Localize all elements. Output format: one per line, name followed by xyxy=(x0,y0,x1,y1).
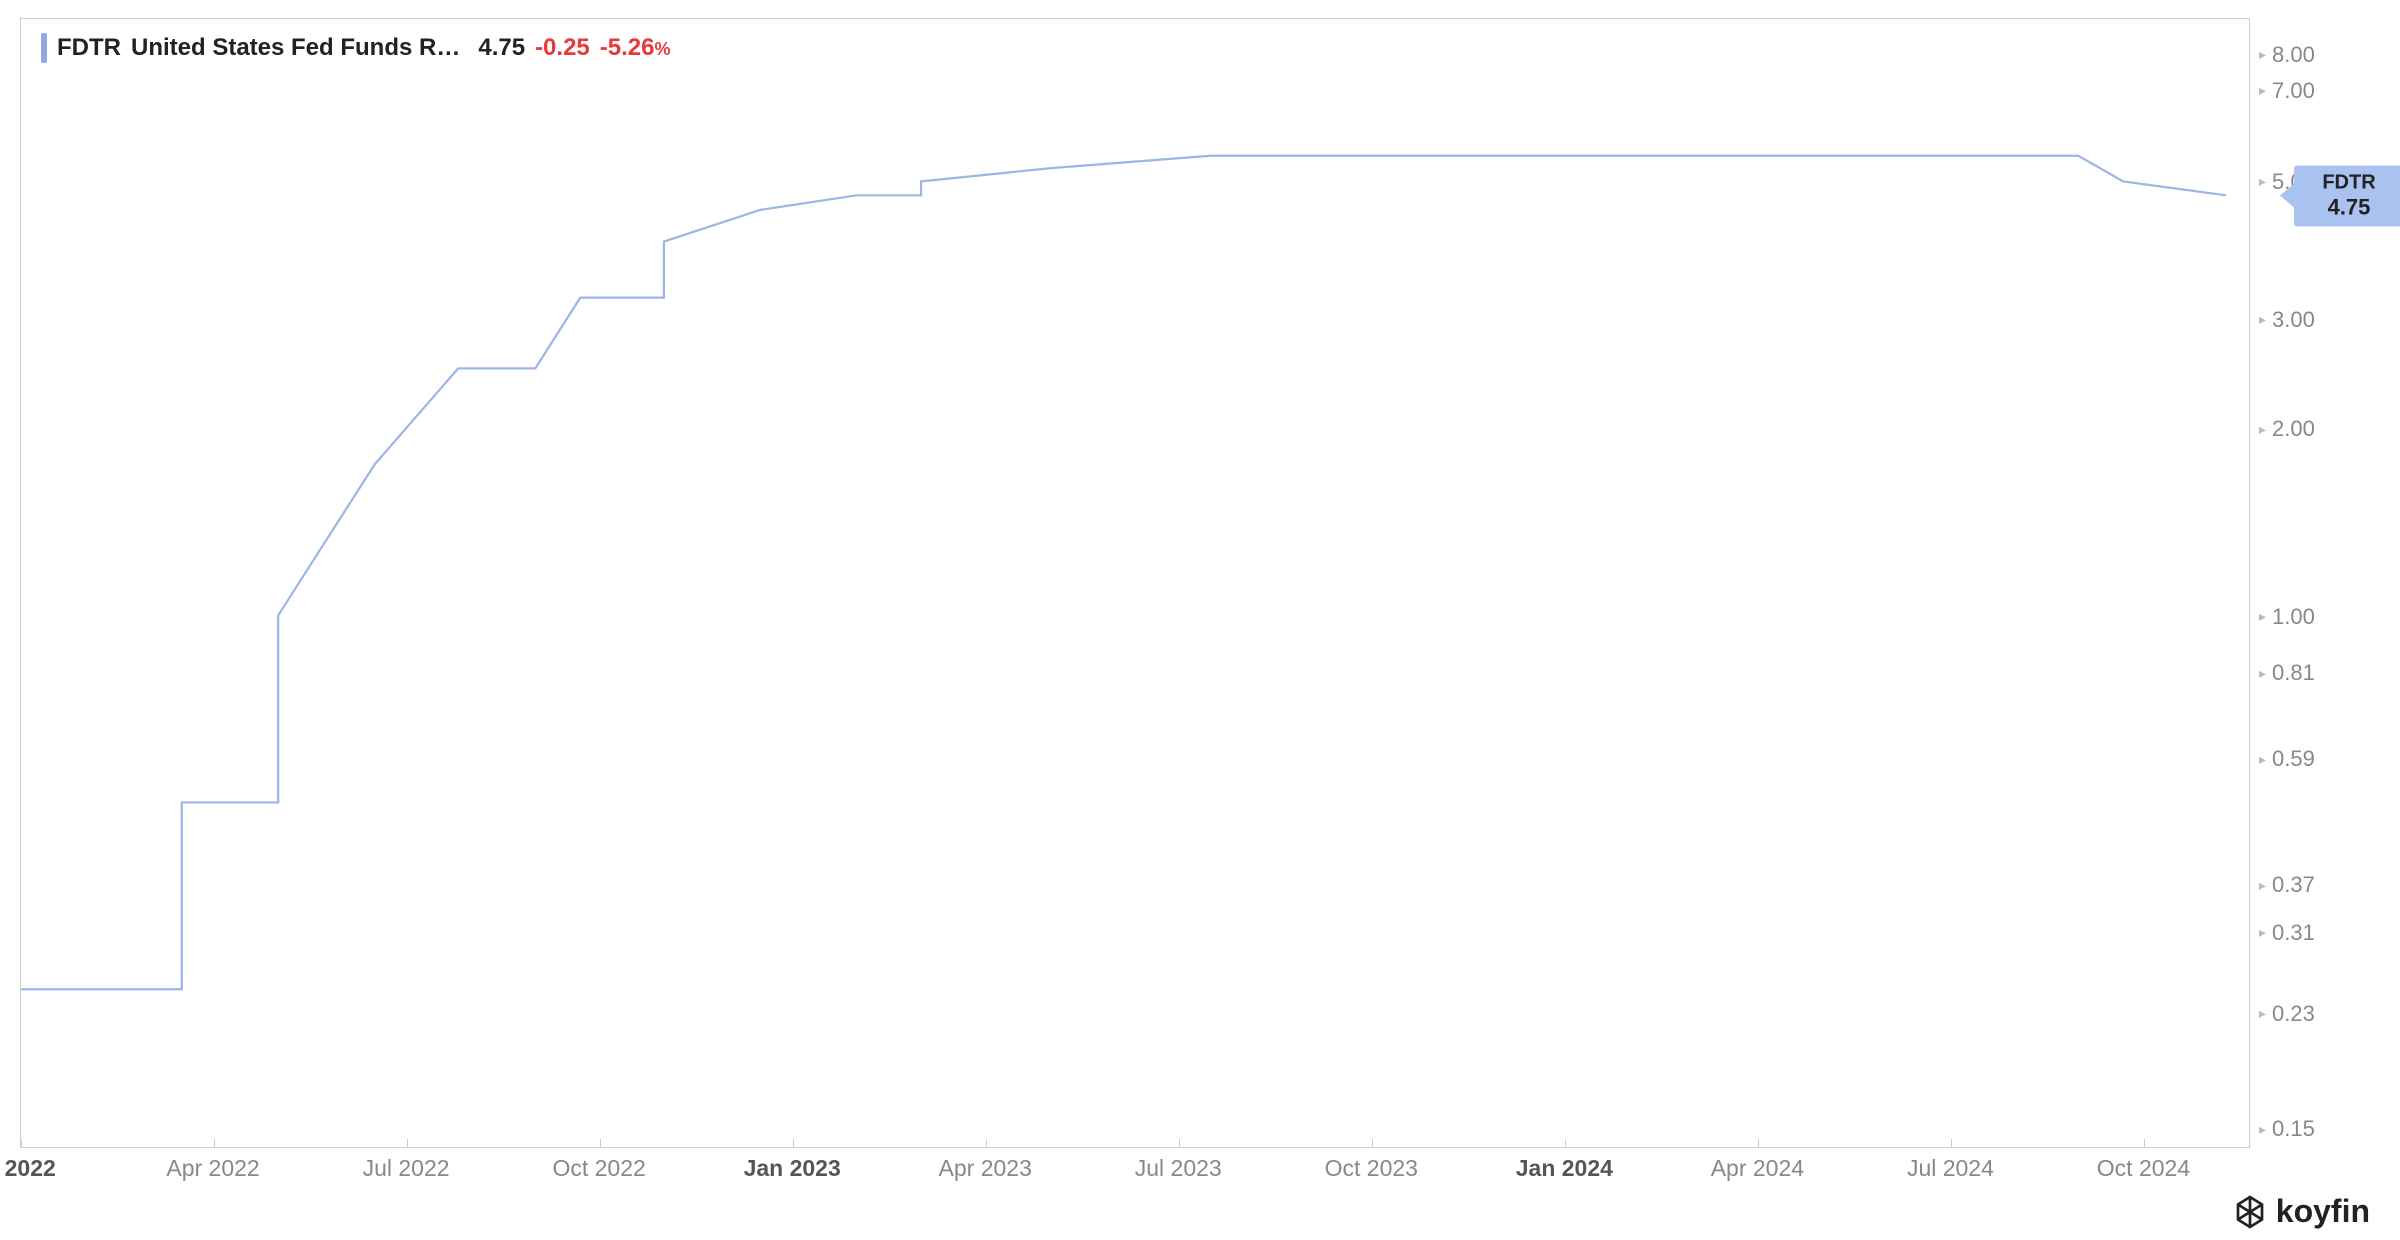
watermark-icon xyxy=(2232,1194,2268,1230)
y-tick-label: 1.00 xyxy=(2272,604,2315,630)
x-tick: Jul 2024 xyxy=(1907,1155,1994,1182)
legend-ticker: FDTR xyxy=(57,34,121,62)
x-tick-mark xyxy=(2144,1139,2145,1147)
x-tick-mark xyxy=(1758,1139,1759,1147)
y-tick-mark: ▸ xyxy=(2259,311,2266,328)
legend-pct-suffix: % xyxy=(654,39,670,59)
x-tick-mark xyxy=(1179,1139,1180,1147)
chart-legend: FDTR United States Fed Funds R… 4.75 -0.… xyxy=(33,29,678,67)
x-tick-marks xyxy=(21,1137,2249,1147)
y-tick-mark: ▸ xyxy=(2259,665,2266,682)
watermark: koyfin xyxy=(2232,1193,2370,1230)
y-tick: ▸ 3.00 xyxy=(2259,307,2315,333)
chart-line xyxy=(21,156,2226,990)
price-tag-ticker: FDTR xyxy=(2308,171,2390,194)
x-tick: Apr 2023 xyxy=(939,1155,1032,1182)
y-tick: ▸ 2.00 xyxy=(2259,416,2315,442)
x-tick: Jan 2024 xyxy=(1516,1155,1613,1182)
x-tick: Oct 2022 xyxy=(552,1155,645,1182)
x-tick-mark xyxy=(214,1139,215,1147)
y-tick-mark: ▸ xyxy=(2259,751,2266,768)
price-tag-arrow xyxy=(2280,184,2294,208)
price-tag-value: 4.75 xyxy=(2308,194,2390,220)
x-axis: n 2022Apr 2022Jul 2022Oct 2022Jan 2023Ap… xyxy=(20,1155,2250,1195)
y-tick-mark: ▸ xyxy=(2259,1121,2266,1138)
x-tick-mark xyxy=(986,1139,987,1147)
x-tick: Oct 2024 xyxy=(2097,1155,2190,1182)
legend-name: United States Fed Funds R… xyxy=(131,34,460,62)
x-tick: Apr 2022 xyxy=(166,1155,259,1182)
y-tick-label: 8.00 xyxy=(2272,42,2315,68)
x-tick-mark xyxy=(407,1139,408,1147)
x-tick: Jul 2022 xyxy=(363,1155,450,1182)
x-tick-mark xyxy=(600,1139,601,1147)
x-tick: Oct 2023 xyxy=(1325,1155,1418,1182)
x-tick: Jan 2023 xyxy=(744,1155,841,1182)
y-tick-label: 0.37 xyxy=(2272,872,2315,898)
chart-plot[interactable] xyxy=(21,19,2249,1147)
y-tick-label: 0.81 xyxy=(2272,660,2315,686)
y-tick-label: 0.31 xyxy=(2272,920,2315,946)
y-tick: ▸ 0.37 xyxy=(2259,872,2315,898)
x-tick: n 2022 xyxy=(0,1155,56,1182)
y-tick-label: 0.15 xyxy=(2272,1116,2315,1142)
y-tick-mark: ▸ xyxy=(2259,173,2266,190)
x-tick-mark xyxy=(1951,1139,1952,1147)
x-tick-mark xyxy=(1372,1139,1373,1147)
y-tick-label: 0.59 xyxy=(2272,746,2315,772)
x-tick-mark xyxy=(21,1139,22,1147)
y-tick-mark: ▸ xyxy=(2259,877,2266,894)
y-tick: ▸ 0.31 xyxy=(2259,920,2315,946)
legend-pct: -5.26% xyxy=(600,34,671,62)
y-tick: ▸ 7.00 xyxy=(2259,78,2315,104)
legend-change: -0.25 xyxy=(535,34,590,62)
x-tick-mark xyxy=(793,1139,794,1147)
y-tick: ▸ 1.00 xyxy=(2259,604,2315,630)
legend-value: 4.75 xyxy=(478,34,525,62)
y-tick-label: 7.00 xyxy=(2272,78,2315,104)
chart-container: FDTR United States Fed Funds R… 4.75 -0.… xyxy=(20,18,2250,1148)
y-tick-mark: ▸ xyxy=(2259,421,2266,438)
y-tick-mark: ▸ xyxy=(2259,1005,2266,1022)
x-tick: Apr 2024 xyxy=(1711,1155,1804,1182)
legend-color-bar xyxy=(41,33,47,63)
current-price-tag: FDTR 4.75 xyxy=(2294,165,2400,226)
y-tick: ▸ 8.00 xyxy=(2259,42,2315,68)
y-tick-mark: ▸ xyxy=(2259,924,2266,941)
y-tick-mark: ▸ xyxy=(2259,46,2266,63)
legend-pct-value: -5.26 xyxy=(600,34,655,61)
y-tick-label: 3.00 xyxy=(2272,307,2315,333)
y-tick-label: 0.23 xyxy=(2272,1001,2315,1027)
y-tick-mark: ▸ xyxy=(2259,608,2266,625)
y-tick-label: 2.00 xyxy=(2272,416,2315,442)
watermark-text: koyfin xyxy=(2276,1193,2370,1230)
y-tick: ▸ 0.59 xyxy=(2259,746,2315,772)
y-tick: ▸ 0.15 xyxy=(2259,1116,2315,1142)
y-tick-mark: ▸ xyxy=(2259,82,2266,99)
y-tick: ▸ 0.23 xyxy=(2259,1001,2315,1027)
x-tick-mark xyxy=(1565,1139,1566,1147)
x-tick: Jul 2023 xyxy=(1135,1155,1222,1182)
y-tick: ▸ 0.81 xyxy=(2259,660,2315,686)
